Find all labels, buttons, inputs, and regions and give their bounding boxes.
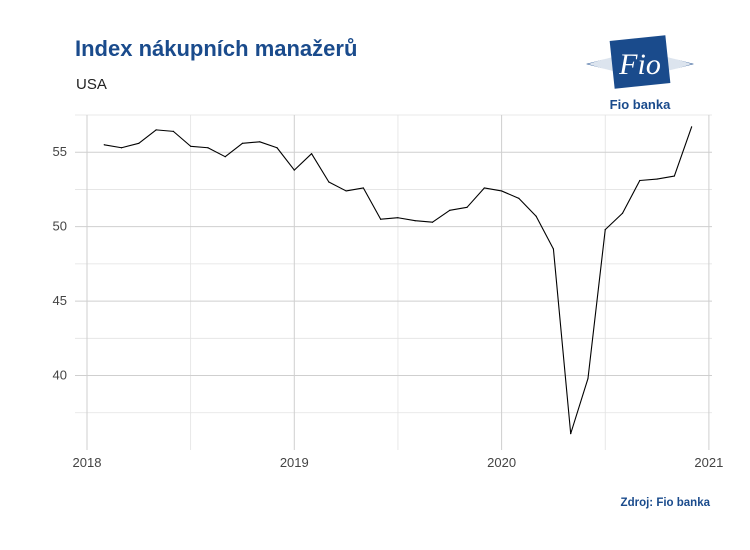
data-point <box>293 169 295 171</box>
data-point <box>570 433 572 435</box>
data-point <box>656 178 658 180</box>
data-point <box>276 147 278 149</box>
data-point <box>103 144 105 146</box>
data-point <box>466 206 468 208</box>
data-point <box>691 126 693 128</box>
y-tick-label: 50 <box>53 219 67 234</box>
data-point <box>259 141 261 143</box>
data-point <box>362 187 364 189</box>
source-note: Zdroj: Fio banka <box>620 497 710 509</box>
data-point <box>207 147 209 149</box>
data-point <box>224 156 226 158</box>
data-point <box>172 130 174 132</box>
fio-banka-logo: Fio <box>586 35 694 89</box>
data-point <box>587 377 589 380</box>
data-point <box>449 209 451 211</box>
data-point <box>328 181 330 183</box>
logo-left-wing <box>588 56 614 72</box>
x-tick-label: 2018 <box>73 455 102 470</box>
data-point <box>552 248 555 250</box>
data-point <box>414 220 416 222</box>
data-point <box>138 142 140 144</box>
y-tick-label: 55 <box>53 144 67 159</box>
chart-subtitle: USA <box>76 76 107 93</box>
x-tick-label: 2019 <box>280 455 309 470</box>
y-tick-label: 40 <box>53 368 67 383</box>
logo-badge <box>609 35 671 89</box>
data-point <box>500 190 503 192</box>
data-point <box>535 215 537 217</box>
data-point <box>120 147 123 149</box>
data-point <box>621 212 624 214</box>
data-point <box>241 142 244 144</box>
logo-caption: Fio banka <box>609 97 671 112</box>
y-tick-label: 45 <box>53 293 67 308</box>
data-point <box>155 129 157 131</box>
x-tick-label: 2020 <box>487 455 516 470</box>
data-point <box>397 217 399 219</box>
data-point <box>380 218 382 220</box>
data-point <box>518 197 520 199</box>
data-point <box>483 187 485 189</box>
data-point <box>345 190 347 192</box>
data-point <box>673 175 675 177</box>
data-point <box>310 153 313 155</box>
chart-title: Index nákupních manažerů <box>75 36 358 61</box>
data-point <box>431 221 434 223</box>
logo-right-wing <box>666 56 692 72</box>
data-point <box>604 229 606 231</box>
x-tick-label: 2021 <box>694 455 723 470</box>
data-point <box>639 179 641 182</box>
data-point <box>190 145 192 147</box>
logo-mark-text: Fio <box>618 48 661 81</box>
